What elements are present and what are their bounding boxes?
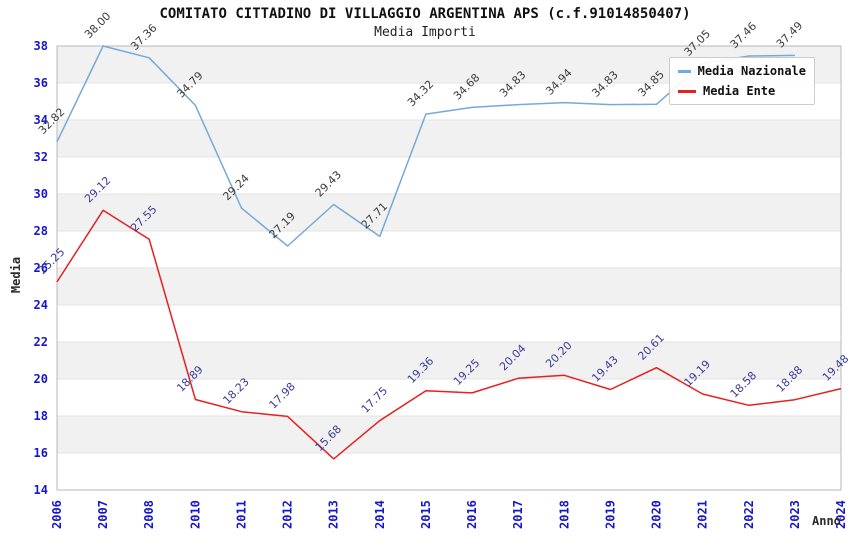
- plot-band: [57, 342, 841, 379]
- y-tick-label: 32: [34, 150, 48, 164]
- plot-band: [57, 416, 841, 453]
- x-tick-label: 2013: [327, 500, 341, 529]
- chart-subtitle: Media Importi: [374, 25, 476, 40]
- plot-band: [57, 194, 841, 231]
- legend-label-nazionale: Media Nazionale: [697, 64, 806, 78]
- x-tick-label: 2010: [188, 500, 202, 529]
- x-tick-label: 2022: [742, 500, 756, 529]
- x-tick-label: 2014: [373, 500, 387, 529]
- y-tick-label: 36: [34, 76, 48, 90]
- y-axis-label: Media: [9, 256, 23, 294]
- y-tick-label: 16: [34, 446, 48, 460]
- y-tick-label: 24: [34, 298, 48, 312]
- legend-label-ente: Media Ente: [703, 84, 776, 98]
- x-tick-label: 2016: [465, 500, 479, 529]
- x-tick-label: 2017: [511, 500, 525, 529]
- y-tick-label: 28: [34, 224, 48, 238]
- x-tick-label: 2023: [788, 500, 802, 529]
- x-tick-label: 2024: [834, 500, 848, 529]
- data-point-label: 18.23: [220, 375, 251, 406]
- series-line-media-ente: [56, 209, 842, 460]
- data-point-label: 17.98: [267, 380, 298, 411]
- y-tick-label: 22: [34, 335, 48, 349]
- x-axis-label: Anno: [812, 514, 841, 528]
- data-point-label: 17.75: [359, 384, 390, 415]
- x-tick-label: 2021: [696, 500, 710, 529]
- x-tick-label: 2012: [281, 500, 295, 529]
- data-point-label: 38.00: [82, 10, 113, 41]
- x-tick-label: 2019: [603, 500, 617, 529]
- x-tick-label: 2007: [96, 500, 110, 529]
- legend-item-media-nazionale: Media Nazionale: [678, 64, 806, 78]
- legend-line-sample-nazionale: [678, 69, 691, 73]
- y-tick-label: 30: [34, 187, 48, 201]
- legend-item-media-ente: Media Ente: [678, 84, 806, 98]
- y-tick-label: 18: [34, 409, 48, 423]
- plot-band: [57, 268, 841, 305]
- x-tick-label: 2018: [557, 500, 571, 529]
- y-tick-label: 20: [34, 372, 48, 386]
- x-tick-label: 2008: [142, 500, 156, 529]
- y-tick-label: 34: [34, 113, 48, 127]
- y-tick-label: 14: [34, 483, 48, 497]
- x-tick-label: 2015: [419, 500, 433, 529]
- plot-border: [56, 45, 842, 491]
- x-tick-label: 2011: [234, 500, 248, 529]
- plot-band: [57, 120, 841, 157]
- chart-legend: Media Nazionale Media Ente: [669, 57, 815, 105]
- y-tick-label: 38: [34, 39, 48, 53]
- x-tick-label: 2020: [650, 500, 664, 529]
- y-tick-label: 26: [34, 261, 48, 275]
- chart-title: COMITATO CITTADINO DI VILLAGGIO ARGENTIN…: [159, 6, 691, 22]
- x-tick-label: 2006: [50, 500, 64, 529]
- legend-line-sample-ente: [678, 89, 696, 93]
